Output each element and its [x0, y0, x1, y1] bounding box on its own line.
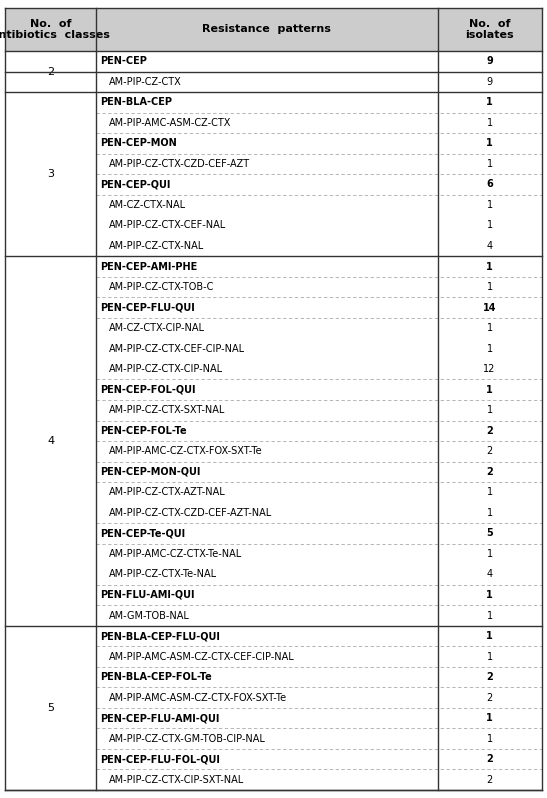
Text: PEN-CEP-FOL-Te: PEN-CEP-FOL-Te: [100, 426, 187, 436]
Text: 1: 1: [486, 262, 493, 271]
Text: AM-PIP-CZ-CTX-CIP-NAL: AM-PIP-CZ-CTX-CIP-NAL: [109, 364, 224, 374]
Text: 1: 1: [486, 508, 493, 518]
Text: AM-PIP-CZ-CTX-CZD-CEF-AZT: AM-PIP-CZ-CTX-CZD-CEF-AZT: [109, 159, 251, 169]
Text: 2: 2: [486, 446, 493, 456]
Text: 1: 1: [486, 97, 493, 107]
Text: PEN-BLA-CEP-FLU-QUI: PEN-BLA-CEP-FLU-QUI: [100, 631, 220, 641]
Text: PEN-CEP-MON-QUI: PEN-CEP-MON-QUI: [100, 467, 201, 477]
Text: 1: 1: [486, 733, 493, 744]
Text: AM-PIP-AMC-ASM-CZ-CTX: AM-PIP-AMC-ASM-CZ-CTX: [109, 118, 232, 128]
Text: AM-GM-TOB-NAL: AM-GM-TOB-NAL: [109, 610, 190, 621]
Text: PEN-BLA-CEP-FOL-Te: PEN-BLA-CEP-FOL-Te: [100, 672, 212, 682]
Text: 1: 1: [486, 344, 493, 354]
Text: 1: 1: [486, 590, 493, 600]
Text: 1: 1: [486, 200, 493, 210]
Text: 1: 1: [486, 713, 493, 723]
Text: AM-PIP-CZ-CTX-NAL: AM-PIP-CZ-CTX-NAL: [109, 241, 205, 251]
Text: AM-PIP-CZ-CTX-AZT-NAL: AM-PIP-CZ-CTX-AZT-NAL: [109, 488, 226, 497]
Text: AM-PIP-AMC-ASM-CZ-CTX-CEF-CIP-NAL: AM-PIP-AMC-ASM-CZ-CTX-CEF-CIP-NAL: [109, 652, 295, 662]
Text: PEN-CEP-FOL-QUI: PEN-CEP-FOL-QUI: [100, 385, 196, 395]
Text: 2: 2: [486, 693, 493, 703]
Text: 1: 1: [486, 488, 493, 497]
Text: 4: 4: [486, 570, 493, 579]
Text: 1: 1: [486, 405, 493, 415]
Text: 2: 2: [47, 66, 54, 77]
Text: PEN-CEP-FLU-QUI: PEN-CEP-FLU-QUI: [100, 302, 195, 313]
Text: 2: 2: [486, 775, 493, 784]
Text: 1: 1: [486, 220, 493, 231]
Text: PEN-CEP: PEN-CEP: [100, 56, 147, 66]
Text: Resistance  patterns: Resistance patterns: [202, 25, 331, 34]
Text: AM-CZ-CTX-CIP-NAL: AM-CZ-CTX-CIP-NAL: [109, 323, 206, 333]
Text: AM-PIP-CZ-CTX-CIP-SXT-NAL: AM-PIP-CZ-CTX-CIP-SXT-NAL: [109, 775, 245, 784]
Text: No.  of
isolates: No. of isolates: [465, 18, 514, 40]
Bar: [5, 8, 542, 51]
Text: 1: 1: [486, 159, 493, 169]
Text: 2: 2: [486, 754, 493, 764]
Text: AM-CZ-CTX-NAL: AM-CZ-CTX-NAL: [109, 200, 187, 210]
Text: 1: 1: [486, 282, 493, 292]
Text: 9: 9: [486, 77, 493, 87]
Text: 3: 3: [47, 169, 54, 180]
Text: 1: 1: [486, 610, 493, 621]
Text: AM-PIP-AMC-CZ-CTX-FOX-SXT-Te: AM-PIP-AMC-CZ-CTX-FOX-SXT-Te: [109, 446, 263, 456]
Text: 6: 6: [486, 180, 493, 189]
Text: 1: 1: [486, 138, 493, 148]
Text: PEN-BLA-CEP: PEN-BLA-CEP: [100, 97, 172, 107]
Text: AM-PIP-AMC-CZ-CTX-Te-NAL: AM-PIP-AMC-CZ-CTX-Te-NAL: [109, 549, 243, 559]
Text: 1: 1: [486, 118, 493, 128]
Text: 2: 2: [486, 426, 493, 436]
Text: 4: 4: [486, 241, 493, 251]
Text: 14: 14: [483, 302, 496, 313]
Text: AM-PIP-CZ-CTX-SXT-NAL: AM-PIP-CZ-CTX-SXT-NAL: [109, 405, 226, 415]
Text: AM-PIP-CZ-CTX-CEF-NAL: AM-PIP-CZ-CTX-CEF-NAL: [109, 220, 226, 231]
Text: AM-PIP-CZ-CTX-CEF-CIP-NAL: AM-PIP-CZ-CTX-CEF-CIP-NAL: [109, 344, 246, 354]
Text: 9: 9: [486, 56, 493, 66]
Text: 1: 1: [486, 385, 493, 395]
Text: PEN-CEP-MON: PEN-CEP-MON: [100, 138, 177, 148]
Text: PEN-FLU-AMI-QUI: PEN-FLU-AMI-QUI: [100, 590, 195, 600]
Text: AM-PIP-CZ-CTX-CZD-CEF-AZT-NAL: AM-PIP-CZ-CTX-CZD-CEF-AZT-NAL: [109, 508, 272, 518]
Text: PEN-CEP-AMI-PHE: PEN-CEP-AMI-PHE: [100, 262, 197, 271]
Text: AM-PIP-CZ-CTX-Te-NAL: AM-PIP-CZ-CTX-Te-NAL: [109, 570, 218, 579]
Text: 1: 1: [486, 549, 493, 559]
Text: 5: 5: [47, 703, 54, 713]
Text: 2: 2: [486, 467, 493, 477]
Text: PEN-CEP-FLU-AMI-QUI: PEN-CEP-FLU-AMI-QUI: [100, 713, 219, 723]
Text: 1: 1: [486, 631, 493, 641]
Text: PEN-CEP-FLU-FOL-QUI: PEN-CEP-FLU-FOL-QUI: [100, 754, 220, 764]
Text: PEN-CEP-Te-QUI: PEN-CEP-Te-QUI: [100, 528, 185, 539]
Text: AM-PIP-CZ-CTX: AM-PIP-CZ-CTX: [109, 77, 182, 87]
Text: 12: 12: [484, 364, 496, 374]
Text: AM-PIP-CZ-CTX-GM-TOB-CIP-NAL: AM-PIP-CZ-CTX-GM-TOB-CIP-NAL: [109, 733, 266, 744]
Text: 1: 1: [486, 652, 493, 662]
Text: 5: 5: [486, 528, 493, 539]
Text: No.  of
antibiotics  classes: No. of antibiotics classes: [0, 18, 110, 40]
Text: 1: 1: [486, 323, 493, 333]
Text: 2: 2: [486, 672, 493, 682]
Text: 4: 4: [47, 436, 54, 446]
Text: PEN-CEP-QUI: PEN-CEP-QUI: [100, 180, 171, 189]
Text: AM-PIP-CZ-CTX-TOB-C: AM-PIP-CZ-CTX-TOB-C: [109, 282, 215, 292]
Text: AM-PIP-AMC-ASM-CZ-CTX-FOX-SXT-Te: AM-PIP-AMC-ASM-CZ-CTX-FOX-SXT-Te: [109, 693, 288, 703]
